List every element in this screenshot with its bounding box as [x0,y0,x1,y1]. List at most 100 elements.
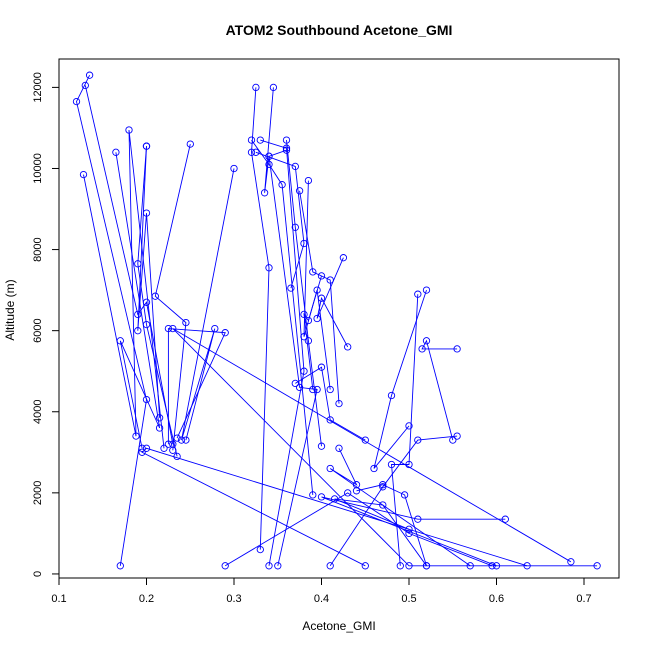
data-point [142,142,151,150]
data-point [182,436,190,444]
data-point [291,379,299,388]
data-point [335,399,343,408]
data-point [295,383,304,392]
series-line [334,498,427,567]
data-point [326,416,334,424]
series-line [115,152,161,449]
data-point [326,276,334,284]
data-point [79,170,88,179]
data-point [291,223,299,231]
y-tick-label: 2000 [32,481,44,505]
data-point [309,491,317,499]
data-point [405,525,413,533]
data-point [405,460,413,469]
data-point [269,83,278,92]
series-line [316,257,349,348]
data-point [304,337,313,345]
data-point [169,324,177,333]
series-line [356,484,427,566]
data-point [173,452,181,461]
data-point [134,310,142,319]
data-point [387,460,396,469]
series-line [172,328,598,567]
data-point [295,187,304,195]
y-axis-label: Altitude (m) [3,279,17,340]
series-line [329,448,471,567]
data-point [260,189,269,197]
data-point [422,337,431,345]
chart-title: ATOM2 Southbound Acetone_GMI [226,22,453,38]
data-point [304,176,313,185]
data-point [492,562,501,570]
data-point [387,391,396,400]
data-point [112,148,120,156]
data-point [326,562,334,570]
x-tick-label: 0.2 [139,593,154,605]
data-point [256,545,264,554]
data-point [155,414,164,422]
data-point [309,268,317,276]
series-line [154,143,191,451]
data-point [422,286,431,294]
data-point [287,284,295,292]
data-point [116,337,124,345]
data-point [173,434,181,442]
data-point [186,140,194,148]
data-point [326,464,334,473]
data-point [169,446,177,454]
data-point [265,562,273,570]
data-point [593,562,601,570]
y-tick-label: 12000 [32,72,44,103]
data-point [182,318,190,327]
data-point [396,562,404,570]
data-point [326,385,334,394]
series-line [84,85,174,445]
data-point [138,444,146,452]
data-point [317,493,326,501]
x-tick-label: 0.4 [314,593,329,605]
data-point [252,83,260,92]
data-point [134,260,142,268]
data-point [221,562,229,570]
data-point [361,562,369,570]
data-point [125,126,133,134]
x-tick-label: 0.1 [51,593,66,605]
data-point [466,562,474,570]
data-point [405,422,413,430]
data-point [177,436,186,444]
data-point [453,432,461,440]
series-line [303,275,322,390]
data-point [265,264,273,272]
data-point [304,316,313,325]
data-point [155,424,164,432]
data-point [230,164,238,173]
x-tick-label: 0.6 [489,593,504,605]
y-tick-label: 4000 [32,400,44,424]
series-line [295,366,366,441]
data-point [282,136,291,144]
series-line [167,328,226,445]
series-line [83,129,165,449]
series-line [76,74,147,566]
data-point [72,97,81,106]
data-point [339,254,348,262]
x-axis: 0.1 0.2 0.3 0.4 0.5 0.6 0.7 [51,577,592,605]
series-line [391,294,419,566]
data-point [313,286,321,294]
data-point [313,314,321,323]
data-point [313,385,321,394]
data-point [132,432,140,440]
series-line [286,140,322,447]
data-point [344,489,352,497]
data-point [317,363,326,371]
data-point [418,345,426,353]
data-point [221,329,229,337]
series-lines [76,74,598,567]
data-point [142,298,151,306]
y-tick-label: 0 [32,571,44,577]
data-point [247,136,256,144]
data-point [282,146,291,154]
data-point [422,562,431,570]
